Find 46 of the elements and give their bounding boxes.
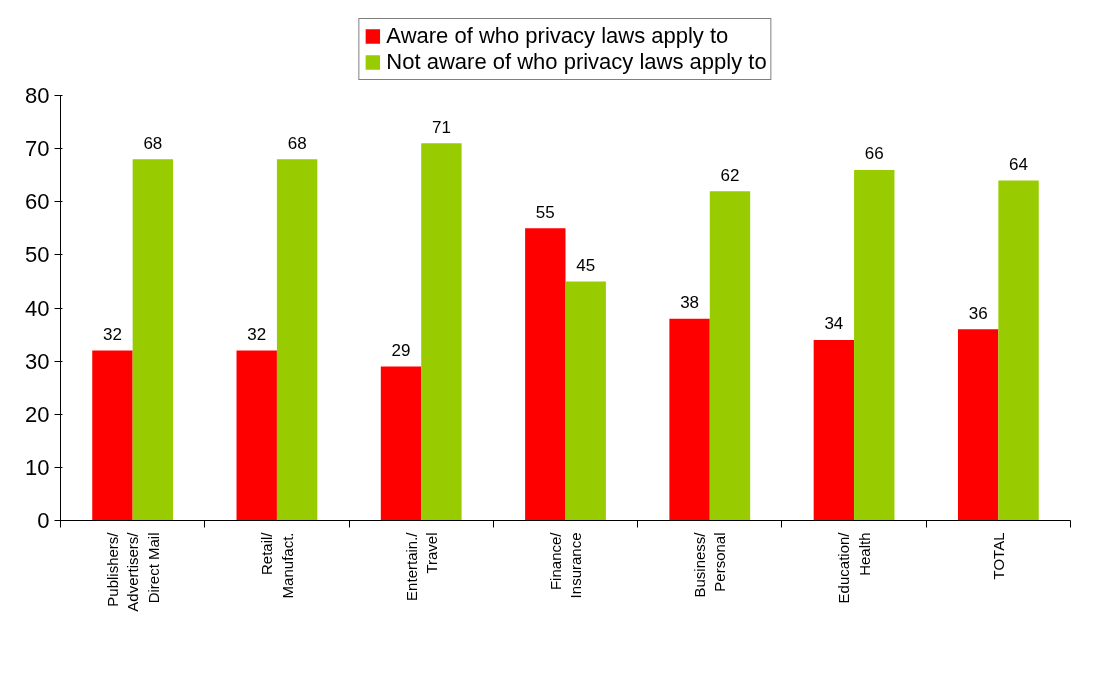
bar (565, 281, 606, 521)
data-label: 55 (535, 202, 555, 222)
data-label: 66 (864, 144, 884, 164)
bar (276, 159, 318, 521)
bar (525, 228, 566, 521)
bar (957, 329, 999, 521)
y-tick-label: 60 (25, 189, 50, 215)
bar (236, 350, 277, 521)
data-label: 29 (391, 340, 411, 360)
x-tick-label: Business/ Personal (691, 531, 729, 598)
y-tick-label: 50 (25, 242, 50, 268)
data-label: 32 (247, 324, 267, 344)
data-label: 45 (576, 255, 596, 275)
data-label: 34 (824, 314, 844, 334)
bar (132, 159, 174, 521)
data-label: 36 (968, 303, 988, 323)
y-tick-label: 10 (25, 454, 50, 480)
x-tick-label: Finance/ Insurance (546, 531, 585, 599)
legend-label: Aware of who privacy laws apply to (386, 23, 729, 49)
data-label: 32 (102, 324, 122, 344)
y-tick-label: 30 (25, 348, 50, 374)
bar (92, 350, 133, 521)
bar (998, 180, 1039, 521)
data-label: 68 (143, 133, 163, 153)
bar (380, 366, 422, 521)
x-tick-label: TOTAL (989, 532, 1007, 580)
y-tick-label: 20 (25, 401, 50, 427)
y-tick-label: 40 (25, 295, 50, 321)
data-label: 38 (680, 293, 700, 312)
data-label: 71 (431, 117, 451, 137)
bar (813, 339, 855, 521)
x-tick-label: Entertain./ Travel (402, 531, 440, 601)
bar (709, 191, 751, 521)
data-label: 62 (720, 165, 740, 185)
bar (854, 169, 895, 521)
bar (669, 318, 710, 521)
legend-label: Not aware of who privacy laws apply to (386, 49, 767, 75)
x-tick-label: Education/ Health (835, 531, 873, 604)
y-tick-label: 0 (37, 508, 50, 533)
x-tick-label: Retail/ Manufact. (258, 531, 296, 599)
y-tick-label: 70 (25, 136, 50, 162)
data-label: 64 (1009, 154, 1029, 174)
data-label: 68 (287, 133, 307, 153)
bar (421, 143, 462, 521)
x-tick-label: Publishers/ Advertisers/ Direct Mail (103, 531, 162, 612)
y-tick-label: 80 (25, 83, 50, 108)
